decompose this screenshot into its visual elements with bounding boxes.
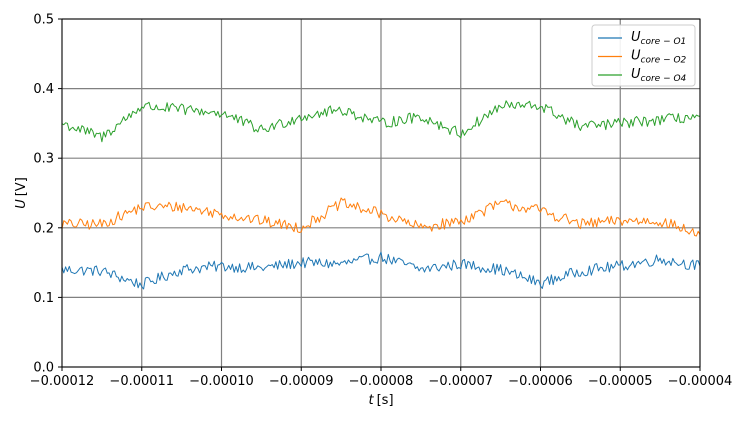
series-line-2 [61, 197, 701, 237]
legend-entry-o1: Ucore − O1 [598, 30, 686, 47]
y-axis: 0.0 0.1 0.2 0.3 0.4 0.5 [33, 13, 62, 376]
y-axis-unit: [V] [14, 177, 29, 196]
x-axis: −0.00012 −0.00011 −0.00010 −0.00009 −0.00008… [30, 367, 733, 389]
x-tick-label: −0.00004 [668, 374, 733, 389]
legend-label-o4: Ucore − O4 [631, 67, 687, 84]
x-axis-var: t [368, 393, 374, 408]
x-tick-label: −0.00006 [508, 374, 573, 389]
x-axis-unit: [s] [377, 393, 394, 408]
series-layer [61, 100, 701, 290]
y-tick-label: 0.2 [33, 221, 54, 236]
x-tick-label: −0.00012 [30, 374, 95, 389]
y-axis-var: U [14, 199, 29, 209]
x-tick-label: −0.00011 [109, 374, 174, 389]
y-tick-label: 0.3 [33, 152, 54, 167]
series-line-1 [61, 251, 701, 290]
legend-label-o1: Ucore − O1 [631, 30, 686, 47]
y-axis-title: U [V] [14, 177, 29, 209]
y-tick-label: 0.0 [33, 361, 54, 376]
legend-entry-o4: Ucore − O4 [598, 67, 687, 84]
y-tick-label: 0.1 [33, 291, 54, 306]
x-tick-label: −0.00010 [189, 374, 254, 389]
x-axis-title: t [s] [368, 393, 393, 408]
x-tick-label: −0.00007 [428, 374, 493, 389]
x-tick-label: −0.00009 [269, 374, 334, 389]
x-tick-label: −0.00008 [349, 374, 414, 389]
legend-box [591, 24, 696, 87]
series-line-3 [61, 100, 701, 143]
legend-entry-o2: Ucore − O2 [598, 49, 687, 66]
x-tick-label: −0.00005 [588, 374, 653, 389]
legend-label-o2: Ucore − O2 [631, 49, 687, 66]
legend: Ucore − O1 Ucore − O2 Ucore − O4 [591, 24, 696, 87]
y-tick-label: 0.4 [33, 82, 54, 97]
y-tick-label: 0.5 [33, 13, 54, 28]
